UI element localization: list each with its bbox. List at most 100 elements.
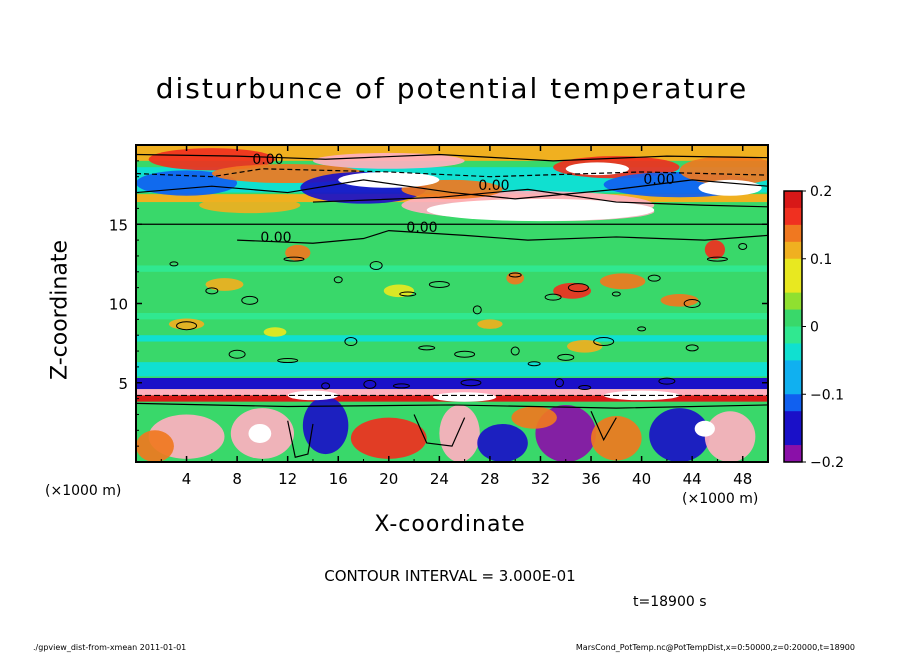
field-blob xyxy=(567,339,603,353)
colorbar-tick-label: 0.1 xyxy=(810,252,832,268)
y-axis-unit: (×1000 m) xyxy=(45,483,122,499)
colorbar-cell xyxy=(784,309,802,327)
x-tick-label: 28 xyxy=(480,470,499,488)
contour-line xyxy=(136,153,768,162)
footer-left: ./gpview_dist-from-xmean 2011-01-01 xyxy=(33,643,187,652)
colorbar-cell xyxy=(784,224,802,243)
field-band xyxy=(136,377,768,390)
contour-interval: CONTOUR INTERVAL = 3.000E-01 xyxy=(324,567,576,585)
field-blob xyxy=(168,318,205,330)
contour-label: 0.00 xyxy=(260,230,291,246)
field-blob xyxy=(148,148,276,171)
field-blob xyxy=(679,156,768,185)
field-blob xyxy=(477,319,503,329)
contour-spot xyxy=(460,379,482,387)
contour-spot xyxy=(647,274,661,282)
contour-line xyxy=(136,168,768,178)
field-blob xyxy=(136,430,174,462)
chart-title: disturbunce of potential temperature xyxy=(155,72,749,105)
contour-spot xyxy=(228,349,246,359)
field-band xyxy=(136,389,768,396)
contour-spot xyxy=(333,276,343,284)
x-tick-label: 12 xyxy=(278,470,297,488)
x-axis-unit: (×1000 m) xyxy=(682,491,759,507)
saturated-patch xyxy=(565,162,629,176)
x-tick-label: 20 xyxy=(379,470,398,488)
contour-spot xyxy=(344,337,358,347)
colorbar-tick-label: 0 xyxy=(810,320,819,336)
field-blob xyxy=(302,397,349,455)
contour-spot xyxy=(418,345,436,351)
contour-spot xyxy=(169,261,179,267)
colorbar-cell xyxy=(784,360,802,378)
heatmap-field xyxy=(136,145,768,462)
field-blob xyxy=(704,240,726,260)
field-blob xyxy=(506,271,525,285)
contour-spot xyxy=(738,242,748,250)
contour-spot xyxy=(510,346,520,356)
contour-spot xyxy=(658,377,676,385)
contour-spot xyxy=(321,382,331,390)
colorbar-cell xyxy=(784,207,802,226)
x-tick-label: 16 xyxy=(329,470,348,488)
field-blob xyxy=(591,416,642,461)
field-band xyxy=(136,224,768,233)
field-blob xyxy=(263,327,287,337)
colorbar-cell xyxy=(784,411,802,429)
contour-spot xyxy=(567,283,589,293)
field-blob xyxy=(199,197,301,214)
x-tick-label: 44 xyxy=(683,470,702,488)
field-blob xyxy=(439,404,480,462)
contour-line xyxy=(287,420,314,458)
y-axis-ticks: 5 10 15 xyxy=(109,160,768,447)
contour-spot xyxy=(544,293,562,301)
colorbar-cell xyxy=(784,258,802,277)
contour-spot xyxy=(241,295,259,305)
field-blob xyxy=(649,408,710,462)
field-blob xyxy=(205,278,244,291)
contour-spot xyxy=(205,287,219,295)
contour-spot xyxy=(578,385,592,391)
x-tick-label: 48 xyxy=(733,470,752,488)
contour-label: 0.00 xyxy=(643,172,674,188)
contour-line xyxy=(312,188,768,208)
contour-spot xyxy=(363,379,377,389)
field-band xyxy=(136,335,768,342)
time-stamp: t=18900 s xyxy=(633,594,707,610)
field-band xyxy=(136,265,768,272)
field-band xyxy=(136,362,768,377)
contour-label: 0.00 xyxy=(252,152,283,168)
field-blob xyxy=(660,293,699,307)
colorbar-cell xyxy=(784,275,802,294)
x-tick-label: 40 xyxy=(632,470,651,488)
contour-spot xyxy=(557,353,575,361)
contour-spot xyxy=(593,337,615,347)
contour-line xyxy=(413,414,466,447)
contour-spot xyxy=(527,361,541,367)
y-axis-label: Z-coordinate xyxy=(47,240,73,380)
x-tick-label: 8 xyxy=(232,470,242,488)
x-tick-label: 32 xyxy=(531,470,550,488)
field-blob xyxy=(383,284,415,298)
contour-label: 0.00 xyxy=(478,178,509,194)
x-tick-label: 24 xyxy=(430,470,449,488)
saturated-patch xyxy=(433,392,497,402)
contour-label: 0.00 xyxy=(406,220,437,236)
x-tick-label: 4 xyxy=(182,470,192,488)
contour-line xyxy=(590,411,617,442)
colorbar-cell xyxy=(784,241,802,260)
contour-spot xyxy=(369,260,383,270)
contour-labels: 0.00 0.00 0.00 0.00 0.00 xyxy=(252,152,674,246)
y-tick-label: 5 xyxy=(118,375,128,393)
contour-line xyxy=(237,229,768,244)
contour-spot xyxy=(428,280,450,288)
x-axis-label: X-coordinate xyxy=(374,512,526,537)
saturated-patch xyxy=(698,179,762,196)
contour-spot xyxy=(685,344,699,352)
colorbar-cell xyxy=(784,377,802,395)
contour-spot xyxy=(683,299,701,308)
contour-spot xyxy=(399,291,417,297)
contour-spot xyxy=(706,256,728,262)
colorbar-cell xyxy=(784,343,802,361)
